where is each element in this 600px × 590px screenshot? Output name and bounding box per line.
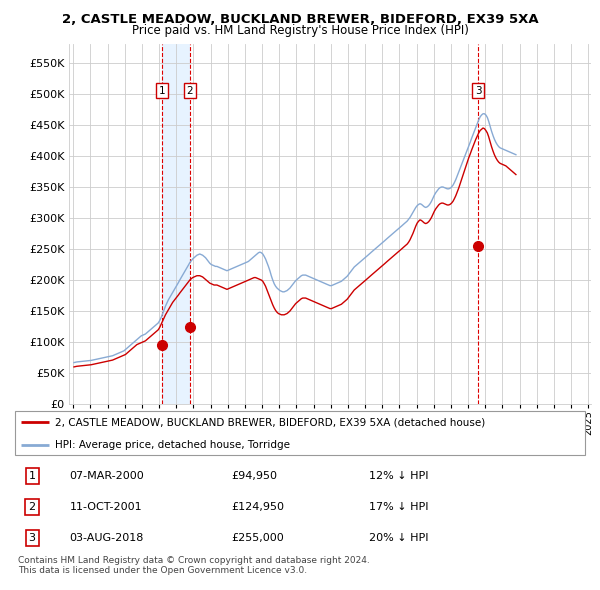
Text: 2, CASTLE MEADOW, BUCKLAND BREWER, BIDEFORD, EX39 5XA: 2, CASTLE MEADOW, BUCKLAND BREWER, BIDEF… [62,13,538,26]
Text: 2, CASTLE MEADOW, BUCKLAND BREWER, BIDEFORD, EX39 5XA (detached house): 2, CASTLE MEADOW, BUCKLAND BREWER, BIDEF… [55,417,485,427]
Text: 17% ↓ HPI: 17% ↓ HPI [369,502,428,512]
Text: Price paid vs. HM Land Registry's House Price Index (HPI): Price paid vs. HM Land Registry's House … [131,24,469,37]
Text: £124,950: £124,950 [231,502,284,512]
Text: HPI: Average price, detached house, Torridge: HPI: Average price, detached house, Torr… [55,440,290,450]
FancyBboxPatch shape [15,411,585,455]
Text: £255,000: £255,000 [231,533,284,543]
Text: Contains HM Land Registry data © Crown copyright and database right 2024.
This d: Contains HM Land Registry data © Crown c… [18,556,370,575]
Text: 2: 2 [187,86,193,96]
Text: 2: 2 [29,502,36,512]
Text: 12% ↓ HPI: 12% ↓ HPI [369,471,428,481]
Text: 3: 3 [29,533,35,543]
Text: 3: 3 [475,86,481,96]
Text: 1: 1 [159,86,166,96]
Text: 11-OCT-2001: 11-OCT-2001 [70,502,142,512]
Text: 03-AUG-2018: 03-AUG-2018 [70,533,144,543]
Text: £94,950: £94,950 [231,471,277,481]
Bar [162,44,190,404]
Text: 20% ↓ HPI: 20% ↓ HPI [369,533,428,543]
Text: 1: 1 [29,471,35,481]
Text: 07-MAR-2000: 07-MAR-2000 [70,471,145,481]
